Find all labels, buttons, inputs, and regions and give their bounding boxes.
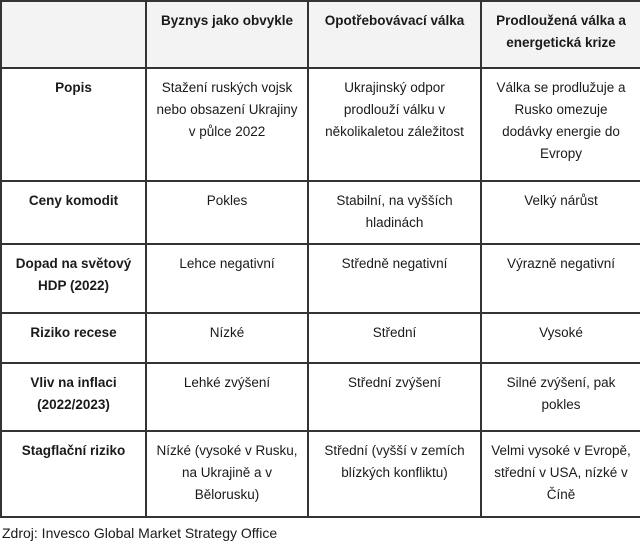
source-attribution: Zdroj: Invesco Global Market Strategy Of… (2, 525, 278, 541)
table-row-dopad-hdp: Dopad na světový HDP (2022) Lehce negati… (0, 243, 640, 314)
table-cell: Nízké (vysoké v Rusku, na Ukrajině a v B… (145, 430, 309, 518)
table-cell: Pokles (145, 180, 309, 245)
table-cell: Lehké zvýšení (145, 362, 309, 432)
table-cell: Středně negativní (307, 243, 482, 314)
row-label-dopad-hdp: Dopad na světový HDP (2022) (0, 243, 147, 314)
table-cell: Střední (vyšší v zemích blízkých konflik… (307, 430, 482, 518)
table-row-vliv-na-inflaci: Vliv na inflaci (2022/2023) Lehké zvýšen… (0, 362, 640, 432)
table-cell: Výrazně negativní (480, 243, 640, 314)
table-row-popis: Popis Stažení ruských vojsk nebo obsazen… (0, 67, 640, 182)
row-label-riziko-recese: Riziko recese (0, 312, 147, 364)
table-cell: Velký nárůst (480, 180, 640, 245)
table-cell: Vysoké (480, 312, 640, 364)
table-cell: Lehce negativní (145, 243, 309, 314)
row-label-vliv-na-inflaci: Vliv na inflaci (2022/2023) (0, 362, 147, 432)
table-cell: Velmi vysoké v Evropě, střední v USA, ní… (480, 430, 640, 518)
table-row-ceny-komodit: Ceny komodit Pokles Stabilní, na vyšších… (0, 180, 640, 245)
table-row-riziko-recese: Riziko recese Nízké Střední Vysoké (0, 312, 640, 364)
table-cell: Střední zvýšení (307, 362, 482, 432)
table-cell: Stabilní, na vyšších hladinách (307, 180, 482, 245)
scenario-comparison-table: Byznys jako obvykle Opotřebovávací válka… (0, 0, 640, 518)
header-cell-attrition-war: Opotřebovávací válka (307, 0, 482, 69)
header-cell-business-as-usual: Byznys jako obvykle (145, 0, 309, 69)
table-cell: Nízké (145, 312, 309, 364)
row-label-stagflacni-riziko: Stagflační riziko (0, 430, 147, 518)
header-cell-empty (0, 0, 147, 69)
table-row-stagflacni-riziko: Stagflační riziko Nízké (vysoké v Rusku,… (0, 430, 640, 518)
table-cell: Silné zvýšení, pak pokles (480, 362, 640, 432)
row-label-ceny-komodit: Ceny komodit (0, 180, 147, 245)
header-cell-prolonged-war: Prodloužená válka a energetická krize (480, 0, 640, 69)
table-header-row: Byznys jako obvykle Opotřebovávací válka… (0, 0, 640, 69)
row-label-popis: Popis (0, 67, 147, 182)
table-cell: Ukrajinský odpor prodlouží válku v někol… (307, 67, 482, 182)
table-cell: Střední (307, 312, 482, 364)
table-cell: Válka se prodlužuje a Rusko omezuje dodá… (480, 67, 640, 182)
table-cell: Stažení ruských vojsk nebo obsazení Ukra… (145, 67, 309, 182)
